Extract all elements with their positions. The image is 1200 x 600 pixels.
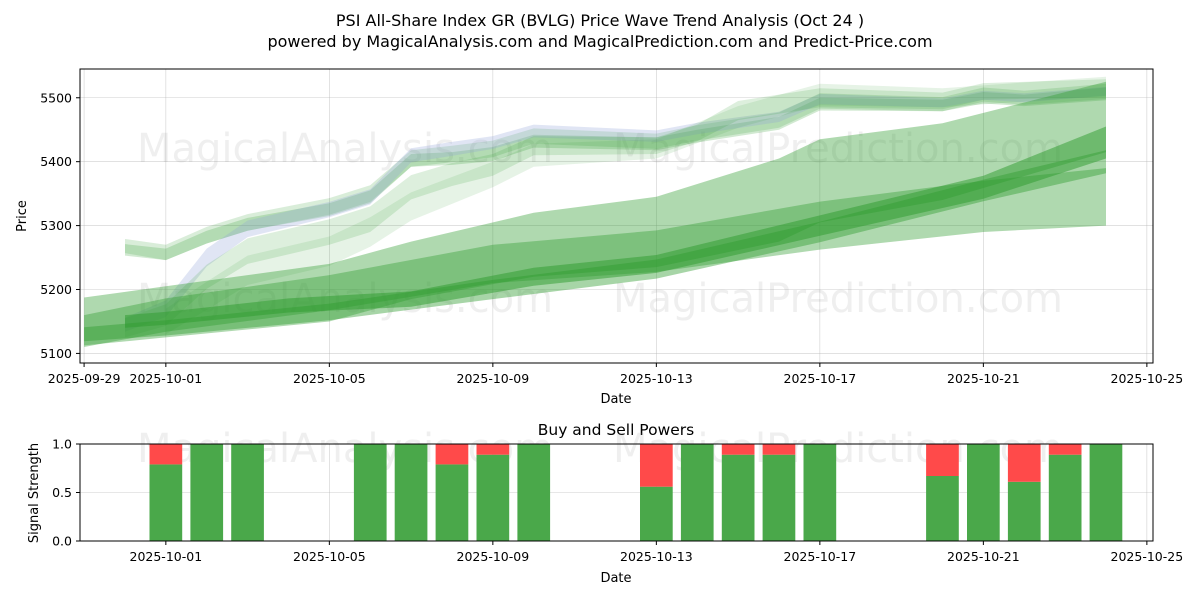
price-x-tick-label: 2025-10-21 [947,371,1020,386]
buy-bar-2025-10-03 [231,444,264,541]
sell-bar-2025-10-09 [476,444,510,455]
price-y-tick-label: 5300 [40,218,72,233]
watermark-top-right: MagicalPrediction.com [613,126,1063,172]
signal-x-tick-label: 2025-10-13 [620,549,693,564]
price-x-tick-label: 2025-10-25 [1111,371,1184,386]
signal-x-tick-label: 2025-10-25 [1111,549,1184,564]
signal-y-axis-label: Signal Strength [27,443,42,543]
price-y-tick-label: 5400 [40,154,72,169]
price-x-tick-label: 2025-10-09 [457,371,530,386]
price-plot-frame [79,68,1154,364]
chart-title: PSI All-Share Index GR (BVLG) Price Wave… [336,11,864,30]
sell-bar-2025-10-15 [721,444,755,455]
signal-x-axis-label: Date [600,571,631,586]
buy-bar-2025-10-01 [149,464,183,541]
watermark-top-left: MagicalAnalysis.com [137,126,553,172]
buy-bar-2025-10-23 [1048,454,1082,541]
signal-x-tick-label: 2025-10-09 [457,549,530,564]
buy-bar-2025-10-17 [803,444,837,541]
sell-bar-2025-10-16 [762,444,796,455]
buy-bar-2025-10-24 [1089,444,1123,541]
price-x-tick-label: 2025-09-29 [48,371,121,386]
price-gridlines [80,69,1153,363]
signal-y-tick-label: 1.0 [52,437,72,452]
price-x-tick-label: 2025-10-13 [620,371,693,386]
sell-bar-2025-10-22 [1007,444,1041,482]
signal-x-tick-label: 2025-10-05 [293,549,366,564]
signal-x-tick-label: 2025-10-01 [130,549,203,564]
signal-chart-title: Buy and Sell Powers [538,421,695,439]
watermark-mid-right: MagicalPrediction.com [613,276,1063,322]
signal-bars [149,444,1123,541]
signal-x-tick-label: 2025-10-21 [947,549,1020,564]
signal-y-ticks: 0.0 0.5 1.0 [52,437,80,549]
sell-bar-2025-10-13 [640,444,673,487]
price-y-tick-label: 5100 [40,346,72,361]
price-panel: MagicalAnalysis.com MagicalPrediction.co… [15,68,1183,407]
signal-panel: Buy and Sell Powers MagicalAnalysis.com … [27,421,1183,586]
buy-bar-2025-10-14 [680,444,714,541]
trend-band-recent-trend-band-blue [125,86,1106,332]
chart-subtitle: powered by MagicalAnalysis.com and Magic… [267,32,932,51]
buy-bar-2025-10-07 [394,444,428,541]
buy-bar-2025-10-06 [353,444,387,541]
buy-bar-2025-10-02 [190,444,224,541]
price-x-axis-label: Date [600,392,631,407]
buy-bar-2025-10-13 [640,486,673,541]
price-x-tick-label: 2025-10-17 [784,371,857,386]
trend-band-recent-trend-band-1 [125,83,1106,261]
price-y-tick-label: 5500 [40,90,72,105]
buy-bar-2025-10-20 [926,476,959,541]
sell-bar-2025-10-01 [149,444,183,465]
trend-band-recent-trend-band-2 [125,87,1106,261]
price-y-tick-label: 5200 [40,282,72,297]
buy-bar-2025-10-08 [435,464,469,541]
sell-bar-2025-10-08 [435,444,469,465]
price-x-ticks: 2025-09-29 2025-10-01 2025-10-05 2025-10-09… [48,363,1183,386]
buy-bar-2025-10-22 [1007,481,1041,541]
signal-y-tick-label: 0.0 [52,534,72,549]
sell-bar-2025-10-23 [1048,444,1082,455]
trend-bands [84,76,1107,347]
signal-y-tick-label: 0.5 [52,485,72,500]
buy-bar-2025-10-09 [476,454,510,541]
price-y-ticks: 5100 5200 5300 5400 5500 [40,90,80,361]
buy-bar-2025-10-15 [721,454,755,541]
buy-bar-2025-10-21 [967,444,1000,541]
signal-x-tick-label: 2025-10-17 [784,549,857,564]
signal-x-ticks: 2025-10-01 2025-10-05 2025-10-09 2025-10-13… [130,541,1184,564]
price-y-axis-label: Price [15,200,30,232]
price-x-tick-label: 2025-10-05 [293,371,366,386]
buy-bar-2025-10-16 [762,454,796,541]
price-x-tick-label: 2025-10-01 [130,371,203,386]
trend-band-long-trend-band-4 [125,126,1106,328]
trend-band-long-trend-band-2 [84,81,1107,346]
sell-bar-2025-10-20 [926,444,959,476]
buy-bar-2025-10-10 [517,444,551,541]
